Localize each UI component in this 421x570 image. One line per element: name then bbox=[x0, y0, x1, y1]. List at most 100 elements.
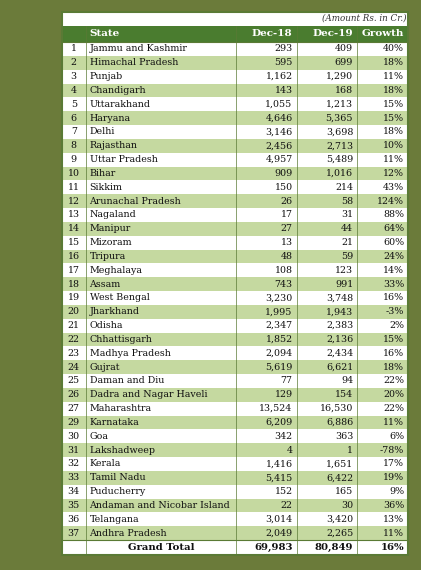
Text: 1: 1 bbox=[347, 446, 353, 455]
Text: 6,886: 6,886 bbox=[326, 418, 353, 427]
Text: 14: 14 bbox=[68, 224, 80, 233]
Bar bbox=[236, 402, 296, 416]
Text: 13,524: 13,524 bbox=[259, 404, 293, 413]
Bar bbox=[62, 97, 85, 111]
Bar bbox=[236, 250, 296, 263]
Bar bbox=[62, 208, 85, 222]
Bar bbox=[236, 512, 296, 526]
Text: Puducherry: Puducherry bbox=[90, 487, 146, 496]
Text: 64%: 64% bbox=[383, 224, 404, 233]
Text: 1,995: 1,995 bbox=[265, 307, 293, 316]
Text: 3,014: 3,014 bbox=[266, 515, 293, 524]
Text: 30: 30 bbox=[68, 431, 80, 441]
Text: 44: 44 bbox=[341, 224, 353, 233]
Text: 17: 17 bbox=[68, 266, 80, 275]
Text: 1,290: 1,290 bbox=[326, 72, 353, 81]
Bar bbox=[62, 416, 85, 429]
Bar bbox=[296, 263, 357, 277]
Text: 48: 48 bbox=[280, 252, 293, 261]
Bar bbox=[296, 347, 357, 360]
Text: 30: 30 bbox=[341, 501, 353, 510]
Bar bbox=[85, 319, 236, 332]
Text: 94: 94 bbox=[341, 376, 353, 385]
Text: 2,456: 2,456 bbox=[265, 141, 293, 150]
Text: 3,748: 3,748 bbox=[326, 294, 353, 303]
Bar bbox=[236, 443, 296, 457]
Text: Sikkim: Sikkim bbox=[90, 183, 123, 192]
Bar bbox=[296, 291, 357, 305]
Text: 168: 168 bbox=[335, 86, 353, 95]
Text: 1,055: 1,055 bbox=[265, 100, 293, 109]
Text: Nagaland: Nagaland bbox=[90, 210, 136, 219]
Text: 34: 34 bbox=[68, 487, 80, 496]
Bar bbox=[62, 222, 85, 235]
Text: 13: 13 bbox=[68, 210, 80, 219]
Bar bbox=[62, 250, 85, 263]
Bar bbox=[357, 235, 408, 250]
Text: Tamil Nadu: Tamil Nadu bbox=[90, 473, 145, 482]
Bar bbox=[62, 263, 85, 277]
Bar bbox=[62, 402, 85, 416]
Text: 36%: 36% bbox=[383, 501, 404, 510]
Text: 43%: 43% bbox=[383, 183, 404, 192]
Text: 1,416: 1,416 bbox=[266, 459, 293, 469]
Text: 5,619: 5,619 bbox=[265, 363, 293, 372]
Bar bbox=[62, 388, 85, 402]
Bar bbox=[357, 388, 408, 402]
Text: 80,849: 80,849 bbox=[314, 543, 353, 552]
Text: 6: 6 bbox=[71, 113, 77, 123]
Bar bbox=[62, 484, 85, 499]
Bar bbox=[236, 235, 296, 250]
Text: Odisha: Odisha bbox=[90, 321, 123, 330]
Text: 2,094: 2,094 bbox=[266, 349, 293, 358]
Text: Assam: Assam bbox=[90, 279, 121, 288]
Text: Dadra and Nagar Haveli: Dadra and Nagar Haveli bbox=[90, 390, 207, 399]
Text: Mizoram: Mizoram bbox=[90, 238, 132, 247]
Text: 35: 35 bbox=[68, 501, 80, 510]
Text: 2,347: 2,347 bbox=[266, 321, 293, 330]
Bar bbox=[357, 360, 408, 374]
Text: 20%: 20% bbox=[383, 390, 404, 399]
Text: 29: 29 bbox=[68, 418, 80, 427]
Bar bbox=[236, 139, 296, 153]
Text: Gujrat: Gujrat bbox=[90, 363, 120, 372]
Bar bbox=[296, 208, 357, 222]
Text: 18%: 18% bbox=[383, 86, 404, 95]
Text: 9: 9 bbox=[71, 155, 77, 164]
Bar bbox=[296, 277, 357, 291]
Bar bbox=[85, 484, 236, 499]
Text: 143: 143 bbox=[274, 86, 293, 95]
Text: Dec-19: Dec-19 bbox=[312, 30, 353, 39]
Bar bbox=[236, 83, 296, 97]
Text: (Amount Rs. in Cr.): (Amount Rs. in Cr.) bbox=[322, 14, 406, 23]
Text: 3: 3 bbox=[71, 72, 77, 81]
Bar bbox=[296, 70, 357, 83]
Text: Uttar Pradesh: Uttar Pradesh bbox=[90, 155, 157, 164]
Bar bbox=[296, 26, 357, 42]
Text: 11: 11 bbox=[68, 183, 80, 192]
Bar bbox=[236, 526, 296, 540]
Text: 1,016: 1,016 bbox=[326, 169, 353, 178]
Bar bbox=[296, 250, 357, 263]
Bar bbox=[236, 111, 296, 125]
Text: 10: 10 bbox=[68, 169, 80, 178]
Text: Delhi: Delhi bbox=[90, 128, 115, 136]
Bar bbox=[62, 305, 85, 319]
Bar bbox=[62, 111, 85, 125]
Bar bbox=[357, 83, 408, 97]
Bar bbox=[85, 125, 236, 139]
Bar bbox=[236, 347, 296, 360]
Text: 60%: 60% bbox=[383, 238, 404, 247]
Text: Daman and Diu: Daman and Diu bbox=[90, 376, 164, 385]
Text: 2,383: 2,383 bbox=[326, 321, 353, 330]
Text: 22%: 22% bbox=[383, 376, 404, 385]
Bar bbox=[296, 111, 357, 125]
Text: 5,365: 5,365 bbox=[325, 113, 353, 123]
Text: 16,530: 16,530 bbox=[320, 404, 353, 413]
Bar bbox=[296, 374, 357, 388]
Text: Grand Total: Grand Total bbox=[128, 543, 194, 552]
Text: 23: 23 bbox=[68, 349, 80, 358]
Text: 909: 909 bbox=[274, 169, 293, 178]
Text: Dec-18: Dec-18 bbox=[252, 30, 293, 39]
Text: 18: 18 bbox=[68, 279, 80, 288]
